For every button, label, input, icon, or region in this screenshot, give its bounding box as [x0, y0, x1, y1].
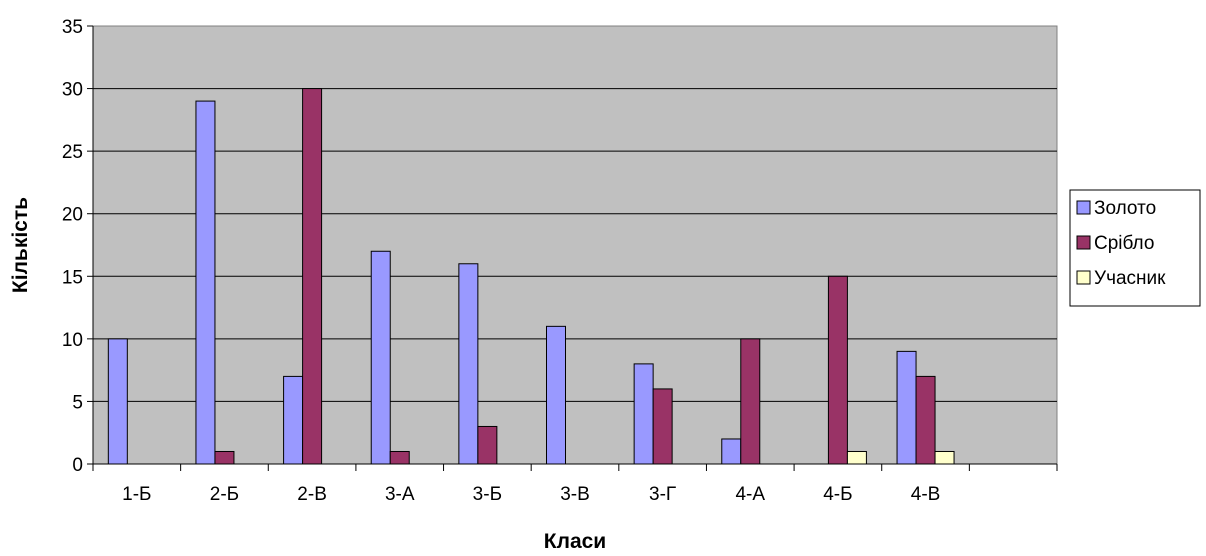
bar-Учасник-4-В	[934, 450, 955, 465]
x-tick-label: 1-Б	[122, 484, 151, 505]
y-axis-title: Кількість	[9, 197, 32, 293]
bar-Учасник-4-Б	[846, 450, 867, 465]
legend-swatch	[1076, 200, 1091, 215]
y-tick-label: 30	[62, 80, 83, 101]
bar-Золото-4-В	[896, 350, 917, 465]
bar-Золото-3-А	[370, 250, 391, 465]
x-axis-title: Класи	[544, 530, 606, 553]
bar-Срібло-3-Г	[652, 388, 673, 465]
y-tick-label: 10	[62, 330, 83, 351]
bar-Золото-4-А	[721, 438, 742, 465]
bar-Срібло-4-В	[915, 375, 936, 465]
legend-label: Золото	[1094, 198, 1156, 219]
x-tick-label: 3-Б	[473, 484, 502, 505]
y-tick-label: 35	[62, 17, 83, 38]
x-tick-label: 4-А	[735, 484, 765, 505]
bar-Золото-3-В	[546, 325, 566, 465]
bar-Срібло-4-А	[740, 338, 761, 465]
x-tick-label: 4-В	[911, 484, 941, 505]
bar-Золото-2-В	[283, 375, 304, 465]
y-tick-label: 15	[62, 267, 83, 288]
bar-Золото-3-Г	[633, 363, 654, 465]
bar-Золото-1-Б	[107, 338, 128, 465]
legend-label: Учасник	[1094, 268, 1166, 289]
bar-Срібло-2-Б	[214, 450, 235, 465]
x-tick-label: 3-А	[385, 484, 415, 505]
y-tick-label: 20	[62, 205, 83, 226]
legend-swatch	[1076, 270, 1091, 285]
bar-Срібло-4-Б	[827, 275, 848, 465]
y-tick-label: 0	[72, 455, 83, 476]
legend: Золото Срібло Учасник	[1069, 189, 1201, 307]
x-tick-label: 3-В	[560, 484, 590, 505]
legend-box	[1069, 189, 1201, 307]
bars	[107, 88, 955, 465]
y-tick-label: 5	[72, 392, 83, 413]
x-tick-label: 3-Г	[649, 484, 676, 505]
axes: 0 5 10 15 20 25 30 35 1-Б 2-Б 2-В 3-А 3-Б 3-В 3-Г 4-А 4-…	[62, 17, 1058, 505]
y-tick-label: 25	[62, 142, 83, 163]
legend-swatch	[1076, 235, 1091, 250]
bar-Срібло-3-А	[389, 450, 410, 465]
bar-Срібло-3-Б	[477, 425, 498, 465]
x-tick-label: 2-В	[297, 484, 327, 505]
gridlines	[93, 88, 1057, 402]
x-tick-label: 2-Б	[210, 484, 239, 505]
legend-label: Срібло	[1094, 233, 1154, 254]
bar-Золото-2-Б	[195, 100, 216, 465]
x-tick-label: 4-Б	[823, 484, 852, 505]
plot-area	[92, 25, 1058, 465]
bar-Срібло-2-В	[302, 88, 323, 465]
bar-Золото-3-Б	[458, 263, 479, 465]
